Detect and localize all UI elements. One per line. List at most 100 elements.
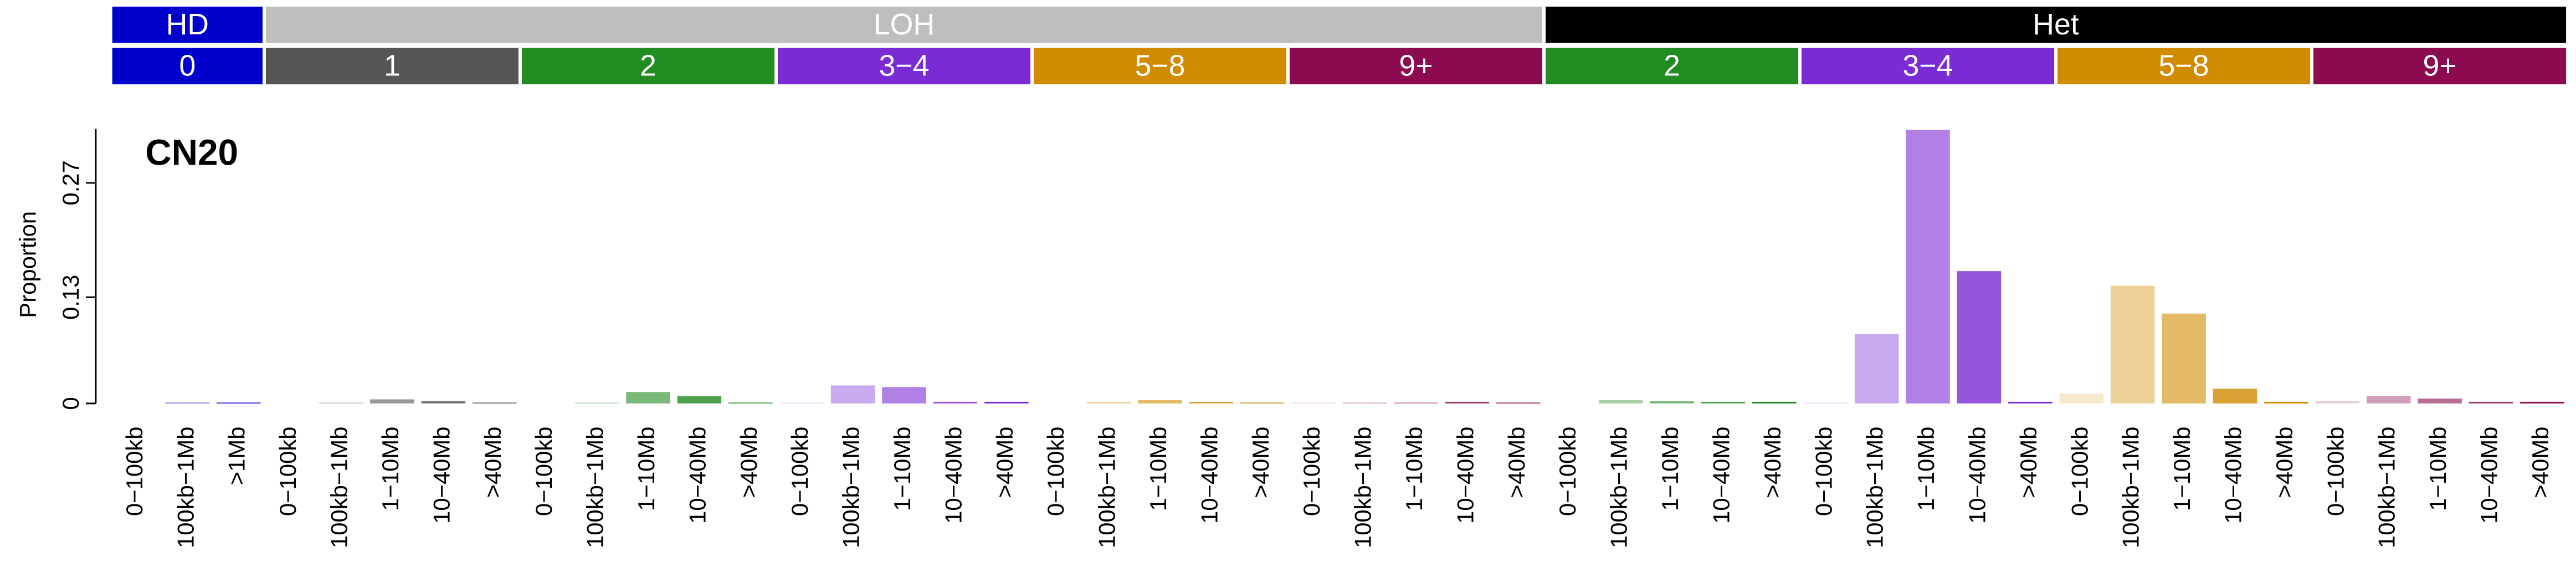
group-label: 2 bbox=[1664, 49, 1680, 82]
bar bbox=[677, 396, 722, 404]
x-tick-label: 0−100kb bbox=[121, 427, 147, 516]
bar bbox=[473, 402, 517, 404]
x-tick-label: 0−100kb bbox=[2066, 427, 2092, 516]
x-tick-label: 10−40Mb bbox=[684, 427, 710, 524]
group-header bbox=[777, 48, 1030, 85]
bar bbox=[370, 399, 414, 404]
bar bbox=[2008, 401, 2052, 404]
x-tick-label: 100kb−1Mb bbox=[1606, 427, 1632, 548]
bar bbox=[574, 402, 619, 404]
y-tick-label: 0.27 bbox=[58, 160, 84, 205]
bar bbox=[1701, 401, 1746, 404]
x-tick-label: >40Mb bbox=[1503, 427, 1530, 498]
band-label: LOH bbox=[874, 8, 935, 41]
group-header bbox=[521, 48, 774, 85]
x-tick-label: 1−10Mb bbox=[1657, 427, 1683, 511]
x-tick-label: 100kb−1Mb bbox=[582, 427, 608, 548]
x-tick-label: >40Mb bbox=[736, 427, 762, 498]
bar bbox=[1906, 130, 1950, 404]
x-tick-label: >40Mb bbox=[480, 427, 506, 498]
bar bbox=[1394, 402, 1438, 404]
bar bbox=[1803, 402, 1848, 404]
group-label: 1 bbox=[384, 49, 401, 82]
x-tick-label: 10−40Mb bbox=[428, 427, 454, 524]
bar bbox=[2264, 401, 2308, 404]
band-header bbox=[1546, 6, 2567, 43]
bar bbox=[2520, 401, 2564, 404]
x-tick-label: 1−10Mb bbox=[1145, 427, 1171, 511]
x-tick-label: >40Mb bbox=[2527, 427, 2553, 498]
bar bbox=[216, 402, 261, 404]
group-header bbox=[2057, 48, 2311, 85]
bar bbox=[1957, 271, 2002, 404]
x-tick-label: 100kb−1Mb bbox=[326, 427, 352, 548]
bar bbox=[1445, 401, 1490, 404]
y-tick-label: 0 bbox=[58, 397, 84, 410]
x-tick-label: 1−10Mb bbox=[1913, 427, 1939, 511]
group-label: 0 bbox=[179, 49, 196, 82]
x-tick-label: 100kb−1Mb bbox=[1094, 427, 1120, 548]
group-label: 3−4 bbox=[1903, 49, 1953, 82]
x-tick-label: 100kb−1Mb bbox=[2118, 427, 2144, 548]
x-tick-label: >40Mb bbox=[2271, 427, 2297, 498]
x-tick-label: 0−100kb bbox=[1810, 427, 1836, 516]
bar bbox=[2418, 398, 2462, 404]
bar bbox=[165, 402, 210, 404]
bar bbox=[2469, 401, 2513, 404]
x-tick-label: 100kb−1Mb bbox=[1862, 427, 1888, 548]
bar bbox=[2315, 401, 2360, 404]
group-header bbox=[1289, 48, 1543, 85]
x-tick-label: 10−40Mb bbox=[1196, 427, 1222, 524]
bar bbox=[2162, 313, 2206, 404]
x-tick-label: 10−40Mb bbox=[2220, 427, 2246, 524]
group-label: 3−4 bbox=[879, 49, 929, 82]
x-tick-label: 10−40Mb bbox=[1708, 427, 1734, 524]
x-tick-label: 0−100kb bbox=[787, 427, 813, 516]
group-label: 2 bbox=[640, 49, 656, 82]
group-label: 5−8 bbox=[2159, 49, 2209, 82]
bar bbox=[1291, 402, 1336, 404]
x-tick-label: 1−10Mb bbox=[1401, 427, 1427, 511]
x-tick-label: 1−10Mb bbox=[2425, 427, 2451, 511]
x-tick-label: 1−10Mb bbox=[889, 427, 915, 511]
x-tick-label: 10−40Mb bbox=[2476, 427, 2502, 524]
x-tick-label: 100kb−1Mb bbox=[838, 427, 864, 548]
x-tick-label: >40Mb bbox=[1759, 427, 1785, 498]
x-tick-label: 10−40Mb bbox=[1964, 427, 1990, 524]
bar bbox=[2366, 396, 2411, 404]
y-axis-title: Proportion bbox=[15, 211, 41, 318]
group-header bbox=[1802, 48, 2055, 85]
x-tick-label: 1−10Mb bbox=[2169, 427, 2195, 511]
bar bbox=[1752, 401, 1797, 404]
bar bbox=[1138, 400, 1182, 404]
bar bbox=[1598, 400, 1643, 404]
group-header bbox=[1546, 48, 1799, 85]
x-tick-label: 0−100kb bbox=[2322, 427, 2348, 516]
bar bbox=[1189, 401, 1234, 404]
bar bbox=[779, 402, 824, 404]
group-header bbox=[265, 48, 519, 85]
bar bbox=[1650, 401, 1694, 404]
x-tick-label: 0−100kb bbox=[1043, 427, 1069, 516]
x-tick-label: 100kb−1Mb bbox=[1350, 427, 1376, 548]
bar bbox=[933, 401, 978, 404]
band-label: Het bbox=[2033, 8, 2079, 41]
x-tick-label: 0−100kb bbox=[1554, 427, 1581, 516]
group-header bbox=[112, 48, 263, 85]
bar bbox=[728, 402, 773, 404]
group-label: 5−8 bbox=[1135, 49, 1185, 82]
bar bbox=[1496, 402, 1541, 404]
bar bbox=[882, 387, 926, 404]
bar bbox=[2213, 389, 2257, 404]
bar bbox=[984, 401, 1029, 404]
x-tick-label: 1−10Mb bbox=[377, 427, 403, 511]
bar bbox=[1854, 334, 1899, 404]
x-tick-label: 100kb−1Mb bbox=[2374, 427, 2400, 548]
band-label: HD bbox=[166, 8, 209, 41]
bar bbox=[2059, 394, 2103, 404]
bar bbox=[626, 392, 670, 404]
group-header bbox=[2313, 48, 2567, 85]
y-tick-label: 0.13 bbox=[58, 275, 84, 320]
